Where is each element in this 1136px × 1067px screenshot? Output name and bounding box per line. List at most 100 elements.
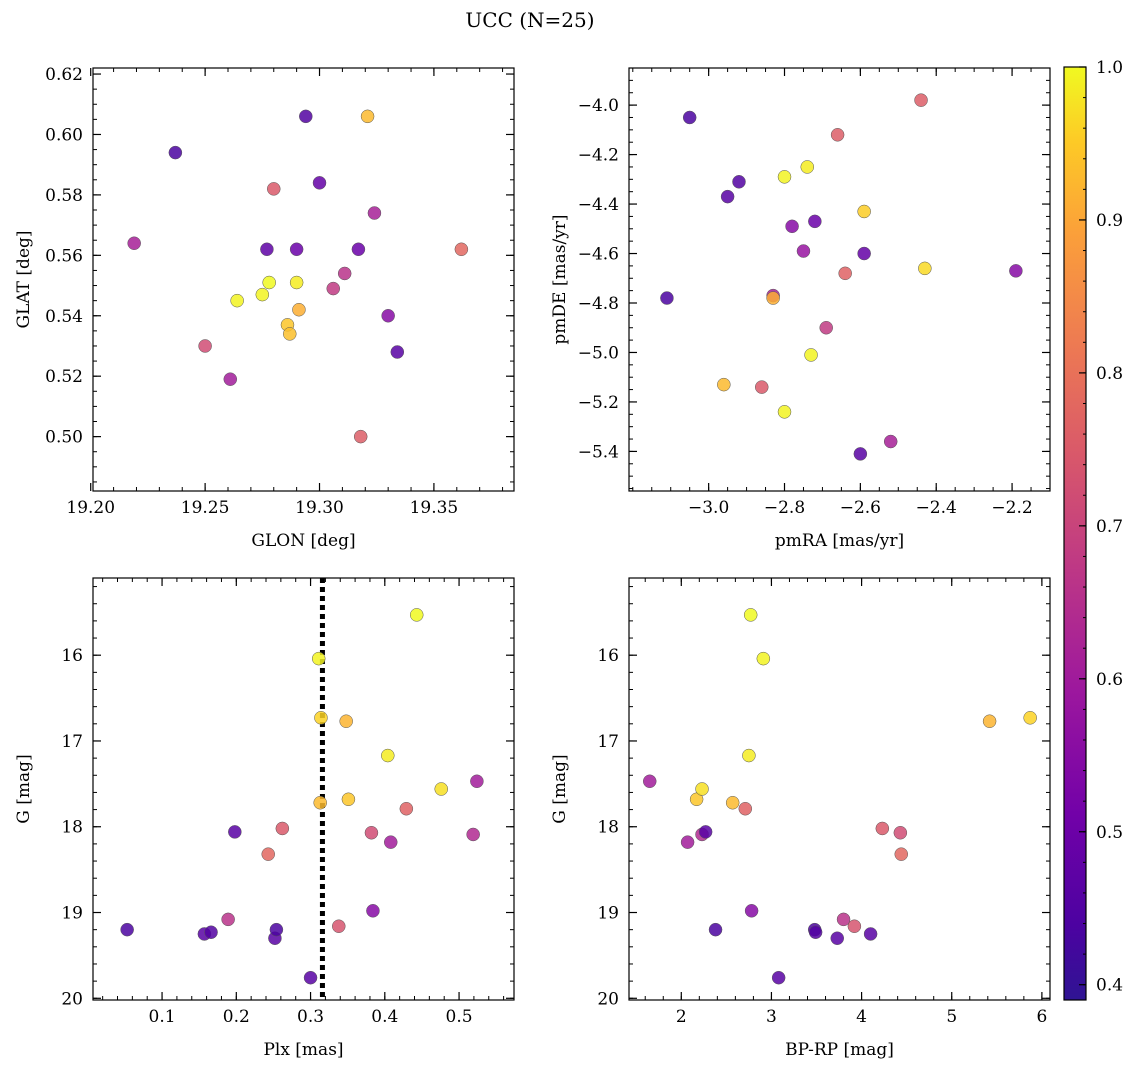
scatter-point xyxy=(230,293,244,308)
scatter-point xyxy=(777,170,792,184)
colorbar-tick-label: 0.4 xyxy=(1096,976,1123,996)
scatter-point xyxy=(127,236,141,250)
panel-b: −3.0 −2.8 −2.6 −2.4 −2.2 −5.4 −5.2 −5.0 −4.8 −4.6… xyxy=(550,67,1051,551)
scatter-point xyxy=(255,287,270,302)
scatter-point xyxy=(313,795,327,810)
y-tick-label: 0.52 xyxy=(45,367,83,387)
major-ticks xyxy=(629,68,1050,491)
x-axis-label: BP-RP [mag] xyxy=(785,1040,894,1060)
y-tick-label: −4.6 xyxy=(578,245,619,265)
scatter-point xyxy=(743,608,758,622)
x-tick-label: 4 xyxy=(856,1007,867,1027)
scatter-point xyxy=(717,377,731,392)
scatter-point xyxy=(732,175,746,189)
scatter-point xyxy=(660,291,674,305)
major-ticks xyxy=(629,578,1050,1000)
scatter-point xyxy=(914,93,928,107)
x-tick-label: 0.2 xyxy=(223,1007,250,1027)
scatter-points xyxy=(120,608,484,985)
y-axis-label: G [mag] xyxy=(550,754,570,823)
colorbar: 0.4 0.5 0.6 0.7 0.8 0.9 1.0 xyxy=(1063,58,1123,1001)
scatter-point xyxy=(275,821,290,836)
y-tick-label: 0.60 xyxy=(45,125,83,145)
minor-ticks xyxy=(93,68,514,491)
scatter-point xyxy=(360,109,375,124)
panel-c: 0.1 0.2 0.3 0.4 0.5 16 17 18 19 20 Plx [mas] G [mag… xyxy=(14,577,515,1060)
scatter-point xyxy=(725,795,740,810)
scatter-point xyxy=(353,429,368,444)
scatter-point xyxy=(383,835,398,849)
scatter-point xyxy=(409,608,424,622)
y-tick-label: 20 xyxy=(597,989,619,1009)
scatter-point xyxy=(454,242,469,257)
scatter-point xyxy=(351,242,366,257)
scatter-point xyxy=(337,266,352,281)
y-tick-label: 0.54 xyxy=(45,307,83,327)
scatter-point xyxy=(381,309,395,323)
scatter-point xyxy=(853,447,868,461)
scatter-point xyxy=(777,405,792,419)
y-tick-label: −4.8 xyxy=(578,294,619,314)
scatter-point xyxy=(742,748,756,763)
scatter-point xyxy=(289,242,304,257)
scatter-point xyxy=(720,189,735,204)
scatter-point xyxy=(470,774,484,789)
y-tick-label: −5.4 xyxy=(578,442,619,462)
suptitle: UCC (N=25) xyxy=(465,8,594,32)
panel-a: 19.20 19.25 19.30 19.35 0.50 0.52 0.54 0.56 0.58… xyxy=(14,65,515,551)
scatter-point xyxy=(262,275,276,290)
scatter-point xyxy=(292,302,306,317)
scatter-point xyxy=(198,339,212,353)
y-tick-label: 0.50 xyxy=(45,428,83,448)
scatter-point xyxy=(847,919,862,933)
scatter-point xyxy=(339,714,353,728)
scatter-point xyxy=(221,912,235,927)
y-tick-label: 16 xyxy=(597,646,619,666)
scatter-point xyxy=(766,291,780,305)
x-tick-label: 19.30 xyxy=(295,498,344,518)
scatter-point xyxy=(390,345,405,359)
scatter-point xyxy=(894,847,909,861)
scatter-point xyxy=(367,206,382,220)
colorbar-tick-label: 0.7 xyxy=(1096,517,1123,537)
colorbar-frame xyxy=(1063,66,1087,1001)
scatter-point xyxy=(204,925,218,939)
scatter-point xyxy=(830,128,845,142)
scatter-point xyxy=(434,782,448,796)
colorbar-fill xyxy=(1064,67,1086,1000)
scatter-point xyxy=(830,931,844,945)
x-tick-label: 0.1 xyxy=(149,1007,176,1027)
x-tick-label: 3 xyxy=(766,1007,777,1027)
y-tick-label: 19 xyxy=(597,904,619,924)
x-tick-label: 2 xyxy=(676,1007,687,1027)
scatter-point xyxy=(299,109,313,124)
scatter-point xyxy=(261,847,275,861)
y-axis-label: pmDE [mas/yr] xyxy=(550,214,570,344)
y-tick-label: 17 xyxy=(597,732,619,752)
y-tick-label: −4.0 xyxy=(578,96,619,116)
x-tick-label: −3.0 xyxy=(688,498,729,518)
scatter-point xyxy=(808,214,822,229)
y-tick-label: 17 xyxy=(61,732,83,752)
panel-d: 2 3 4 5 6 16 17 18 19 20 BP-RP [mag] G [mag] xyxy=(550,577,1051,1060)
x-tick-label: 6 xyxy=(1036,1007,1047,1027)
scatter-point xyxy=(893,825,908,840)
scatter-point xyxy=(283,327,297,341)
colorbar-tick-label: 1.0 xyxy=(1096,58,1123,78)
scatter-point xyxy=(982,714,997,728)
scatter-point xyxy=(228,825,242,839)
y-tick-label: 19 xyxy=(61,904,83,924)
scatter-point xyxy=(332,919,346,933)
y-tick-label: −4.4 xyxy=(578,195,619,215)
y-tick-label: 18 xyxy=(597,818,619,838)
x-tick-label: 19.20 xyxy=(66,498,115,518)
scatter-point xyxy=(168,145,183,160)
x-tick-label: 5 xyxy=(946,1007,957,1027)
scatter-point xyxy=(771,970,786,985)
x-tick-label: −2.2 xyxy=(991,498,1032,518)
scatter-point xyxy=(1009,264,1023,278)
y-axis-label: GLAT [deg] xyxy=(14,230,34,328)
scatter-point xyxy=(819,320,833,335)
y-tick-label: 16 xyxy=(61,646,83,666)
